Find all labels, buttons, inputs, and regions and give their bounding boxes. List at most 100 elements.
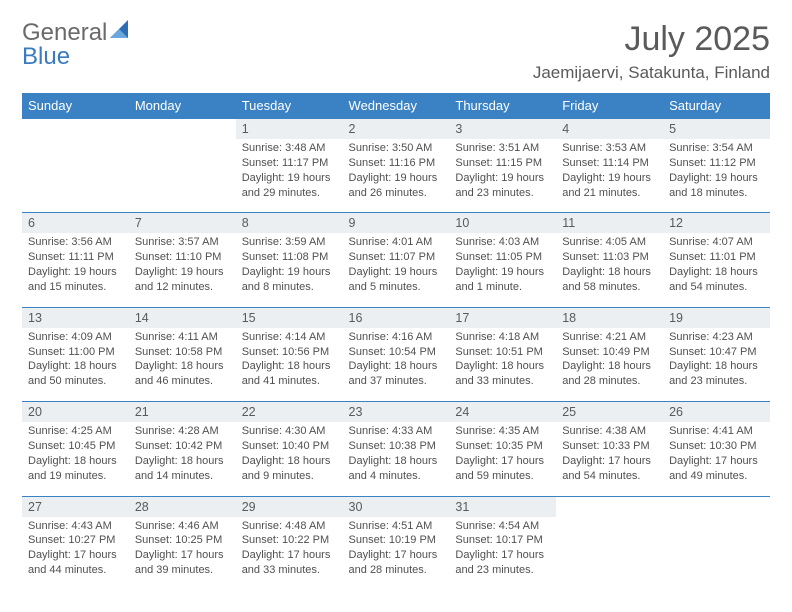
day-number-cell xyxy=(22,119,129,140)
day-number-cell: 26 xyxy=(663,402,770,423)
day-detail-cell: Sunrise: 4:16 AM Sunset: 10:54 PM Daylig… xyxy=(343,328,450,397)
day-detail-cell: Sunrise: 4:01 AM Sunset: 11:07 PM Daylig… xyxy=(343,233,450,302)
day-detail-row: Sunrise: 3:56 AM Sunset: 11:11 PM Daylig… xyxy=(22,233,770,302)
day-detail-cell: Sunrise: 4:46 AM Sunset: 10:25 PM Daylig… xyxy=(129,517,236,586)
day-detail-cell: Sunrise: 4:18 AM Sunset: 10:51 PM Daylig… xyxy=(449,328,556,397)
day-header: Thursday xyxy=(449,93,556,118)
title-block: July 2025 Jaemijaervi, Satakunta, Finlan… xyxy=(533,20,770,83)
day-detail-cell: Sunrise: 4:07 AM Sunset: 11:01 PM Daylig… xyxy=(663,233,770,302)
brand-text: General Blue xyxy=(22,20,132,69)
day-number-cell: 15 xyxy=(236,307,343,328)
day-number-cell: 4 xyxy=(556,119,663,140)
day-detail-cell: Sunrise: 4:05 AM Sunset: 11:03 PM Daylig… xyxy=(556,233,663,302)
day-detail-cell: Sunrise: 4:54 AM Sunset: 10:17 PM Daylig… xyxy=(449,517,556,586)
day-detail-cell: Sunrise: 3:53 AM Sunset: 11:14 PM Daylig… xyxy=(556,139,663,208)
day-detail-cell: Sunrise: 4:51 AM Sunset: 10:19 PM Daylig… xyxy=(343,517,450,586)
calendar-table: SundayMondayTuesdayWednesdayThursdayFrid… xyxy=(22,93,770,590)
day-header: Friday xyxy=(556,93,663,118)
day-header: Tuesday xyxy=(236,93,343,118)
page-header: General Blue July 2025 Jaemijaervi, Sata… xyxy=(22,20,770,83)
day-detail-row: Sunrise: 4:09 AM Sunset: 11:00 PM Daylig… xyxy=(22,328,770,397)
day-detail-cell xyxy=(663,517,770,586)
day-number-cell: 24 xyxy=(449,402,556,423)
day-number-cell: 28 xyxy=(129,496,236,517)
day-number-cell: 14 xyxy=(129,307,236,328)
day-number-cell: 11 xyxy=(556,213,663,234)
day-detail-cell: Sunrise: 4:41 AM Sunset: 10:30 PM Daylig… xyxy=(663,422,770,491)
day-detail-cell: Sunrise: 4:28 AM Sunset: 10:42 PM Daylig… xyxy=(129,422,236,491)
day-of-week-row: SundayMondayTuesdayWednesdayThursdayFrid… xyxy=(22,93,770,118)
day-number-cell: 17 xyxy=(449,307,556,328)
calendar-page: General Blue July 2025 Jaemijaervi, Sata… xyxy=(0,0,792,612)
day-number-row: 12345 xyxy=(22,119,770,140)
day-detail-row: Sunrise: 4:43 AM Sunset: 10:27 PM Daylig… xyxy=(22,517,770,586)
title-location: Jaemijaervi, Satakunta, Finland xyxy=(533,63,770,83)
day-number-cell: 29 xyxy=(236,496,343,517)
day-number-row: 6789101112 xyxy=(22,213,770,234)
day-number-cell: 3 xyxy=(449,119,556,140)
day-header: Monday xyxy=(129,93,236,118)
title-month-year: July 2025 xyxy=(533,20,770,59)
day-detail-cell: Sunrise: 3:59 AM Sunset: 11:08 PM Daylig… xyxy=(236,233,343,302)
day-detail-cell: Sunrise: 4:48 AM Sunset: 10:22 PM Daylig… xyxy=(236,517,343,586)
day-detail-cell: Sunrise: 4:03 AM Sunset: 11:05 PM Daylig… xyxy=(449,233,556,302)
day-number-cell xyxy=(556,496,663,517)
day-number-cell: 1 xyxy=(236,119,343,140)
day-number-cell: 10 xyxy=(449,213,556,234)
day-detail-row: Sunrise: 3:48 AM Sunset: 11:17 PM Daylig… xyxy=(22,139,770,208)
day-detail-cell xyxy=(22,139,129,208)
day-number-cell: 16 xyxy=(343,307,450,328)
day-detail-cell: Sunrise: 4:38 AM Sunset: 10:33 PM Daylig… xyxy=(556,422,663,491)
day-number-cell: 6 xyxy=(22,213,129,234)
day-detail-cell: Sunrise: 4:21 AM Sunset: 10:49 PM Daylig… xyxy=(556,328,663,397)
week-spacer xyxy=(22,586,770,590)
day-number-row: 13141516171819 xyxy=(22,307,770,328)
day-detail-cell: Sunrise: 3:57 AM Sunset: 11:10 PM Daylig… xyxy=(129,233,236,302)
day-number-cell: 23 xyxy=(343,402,450,423)
day-number-cell: 31 xyxy=(449,496,556,517)
day-detail-cell: Sunrise: 4:23 AM Sunset: 10:47 PM Daylig… xyxy=(663,328,770,397)
day-number-cell: 8 xyxy=(236,213,343,234)
day-number-cell: 22 xyxy=(236,402,343,423)
day-detail-cell: Sunrise: 4:35 AM Sunset: 10:35 PM Daylig… xyxy=(449,422,556,491)
brand-logo: General Blue xyxy=(22,20,132,69)
day-header: Saturday xyxy=(663,93,770,118)
day-detail-cell: Sunrise: 4:14 AM Sunset: 10:56 PM Daylig… xyxy=(236,328,343,397)
day-number-cell: 30 xyxy=(343,496,450,517)
day-number-cell: 13 xyxy=(22,307,129,328)
day-header: Wednesday xyxy=(343,93,450,118)
day-number-cell: 21 xyxy=(129,402,236,423)
sail-icon xyxy=(110,20,132,45)
day-detail-cell: Sunrise: 3:51 AM Sunset: 11:15 PM Daylig… xyxy=(449,139,556,208)
day-number-row: 20212223242526 xyxy=(22,402,770,423)
day-detail-cell: Sunrise: 4:09 AM Sunset: 11:00 PM Daylig… xyxy=(22,328,129,397)
day-detail-cell: Sunrise: 4:43 AM Sunset: 10:27 PM Daylig… xyxy=(22,517,129,586)
day-number-cell: 7 xyxy=(129,213,236,234)
day-number-cell xyxy=(129,119,236,140)
day-detail-cell: Sunrise: 3:50 AM Sunset: 11:16 PM Daylig… xyxy=(343,139,450,208)
day-number-cell: 5 xyxy=(663,119,770,140)
day-detail-cell: Sunrise: 4:33 AM Sunset: 10:38 PM Daylig… xyxy=(343,422,450,491)
day-number-cell: 18 xyxy=(556,307,663,328)
day-detail-cell xyxy=(129,139,236,208)
day-header: Sunday xyxy=(22,93,129,118)
calendar-body: SundayMondayTuesdayWednesdayThursdayFrid… xyxy=(22,93,770,590)
day-number-cell: 12 xyxy=(663,213,770,234)
day-number-cell: 19 xyxy=(663,307,770,328)
day-detail-cell: Sunrise: 3:54 AM Sunset: 11:12 PM Daylig… xyxy=(663,139,770,208)
brand-part1: General xyxy=(22,19,107,46)
day-number-cell: 20 xyxy=(22,402,129,423)
brand-part2: Blue xyxy=(22,43,70,70)
day-detail-row: Sunrise: 4:25 AM Sunset: 10:45 PM Daylig… xyxy=(22,422,770,491)
day-detail-cell: Sunrise: 3:56 AM Sunset: 11:11 PM Daylig… xyxy=(22,233,129,302)
day-detail-cell: Sunrise: 4:11 AM Sunset: 10:58 PM Daylig… xyxy=(129,328,236,397)
day-number-cell: 25 xyxy=(556,402,663,423)
day-number-cell: 2 xyxy=(343,119,450,140)
day-number-cell: 9 xyxy=(343,213,450,234)
day-detail-cell: Sunrise: 3:48 AM Sunset: 11:17 PM Daylig… xyxy=(236,139,343,208)
day-detail-cell: Sunrise: 4:25 AM Sunset: 10:45 PM Daylig… xyxy=(22,422,129,491)
day-number-row: 2728293031 xyxy=(22,496,770,517)
day-number-cell xyxy=(663,496,770,517)
day-detail-cell: Sunrise: 4:30 AM Sunset: 10:40 PM Daylig… xyxy=(236,422,343,491)
day-number-cell: 27 xyxy=(22,496,129,517)
